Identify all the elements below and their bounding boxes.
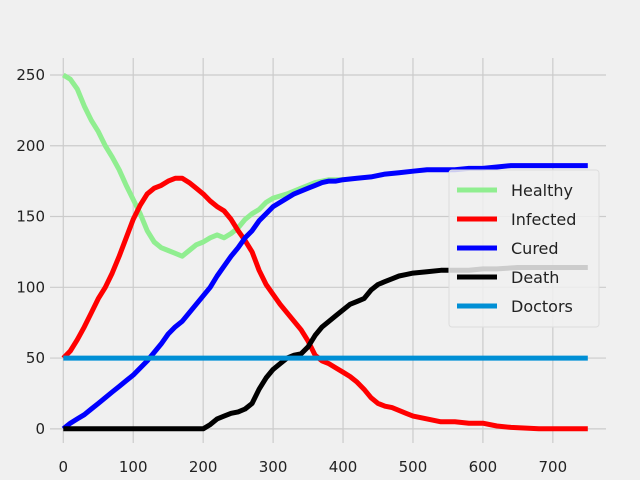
y-tick-label: 200 <box>16 137 45 155</box>
y-tick-label: 50 <box>26 349 45 367</box>
series-line-healthy <box>62 72 343 259</box>
legend-box <box>448 169 600 328</box>
x-tick-label: 200 <box>189 458 218 476</box>
series-line-infected <box>61 175 588 432</box>
x-tick-label: 300 <box>259 458 288 476</box>
x-tick-label: 600 <box>469 458 498 476</box>
x-tick-label: 100 <box>119 458 148 476</box>
legend-label-death: Death <box>511 268 559 287</box>
series-line-cured <box>61 163 588 431</box>
x-tick-label: 500 <box>399 458 428 476</box>
x-tick-label: 400 <box>329 458 358 476</box>
x-tick-label: 0 <box>59 458 69 476</box>
x-tick-label: 700 <box>539 458 568 476</box>
y-tick-label: 250 <box>16 66 45 84</box>
legend: Healthy Infected Cured Death Doctors <box>448 169 600 328</box>
y-tick-label: 0 <box>35 420 45 438</box>
legend-label-healthy: Healthy <box>511 181 573 200</box>
y-tick-label: 100 <box>16 278 45 296</box>
y-tick-label: 150 <box>16 208 45 226</box>
tick-labels: 0 100 200 300 400 500 600 700 0 50 100 150 200 250 <box>16 66 567 476</box>
legend-label-cured: Cured <box>511 239 559 258</box>
series-lines <box>61 72 588 432</box>
legend-label-infected: Infected <box>511 210 576 229</box>
legend-label-doctors: Doctors <box>511 297 573 316</box>
series-line-death <box>63 265 588 432</box>
